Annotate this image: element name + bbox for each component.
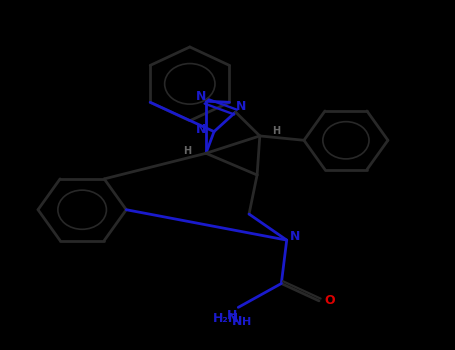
Text: N: N bbox=[195, 90, 206, 103]
Text: N: N bbox=[236, 100, 246, 113]
Text: H₂N: H₂N bbox=[213, 312, 239, 325]
Text: N: N bbox=[290, 230, 300, 243]
Text: H: H bbox=[183, 146, 191, 156]
Text: H: H bbox=[227, 309, 237, 322]
Text: O: O bbox=[324, 294, 335, 307]
Text: N: N bbox=[195, 123, 206, 136]
Text: N: N bbox=[232, 315, 242, 328]
Text: H: H bbox=[272, 126, 280, 136]
Text: H: H bbox=[242, 317, 252, 327]
